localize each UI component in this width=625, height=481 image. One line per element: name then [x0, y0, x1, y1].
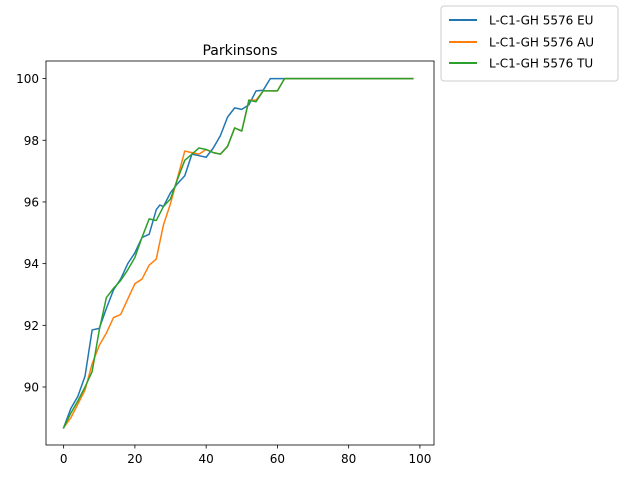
legend-label-eu: L-C1-GH 5576 EU	[489, 14, 593, 28]
series-line-2	[62, 77, 414, 429]
y-axis-ticks: 90 92 94 96 98 100	[16, 72, 46, 395]
y-tick-label: 92	[24, 319, 39, 333]
y-tick-label: 98	[24, 134, 39, 148]
x-tick-label: 60	[270, 452, 285, 466]
legend: L-C1-GH 5576 EU L-C1-GH 5576 AU L-C1-GH …	[440, 5, 619, 82]
x-tick-label: 20	[127, 452, 142, 466]
legend-label-tu: L-C1-GH 5576 TU	[489, 57, 593, 71]
legend-box	[440, 5, 619, 82]
y-tick-label: 100	[16, 72, 39, 86]
x-tick-label: 40	[199, 452, 214, 466]
y-tick-label: 96	[24, 195, 39, 209]
x-tick-label: 100	[408, 452, 431, 466]
plot-frame	[45, 60, 435, 446]
y-tick-label: 90	[24, 381, 39, 395]
x-tick-label: 0	[60, 452, 68, 466]
chart-title: Parkinsons	[202, 43, 277, 59]
x-tick-label: 80	[341, 452, 356, 466]
plot-lines	[62, 77, 414, 429]
legend-label-au: L-C1-GH 5576 AU	[489, 36, 594, 50]
y-tick-label: 94	[24, 257, 39, 271]
x-axis-ticks: 0 20 40 60 80 100	[60, 445, 431, 466]
